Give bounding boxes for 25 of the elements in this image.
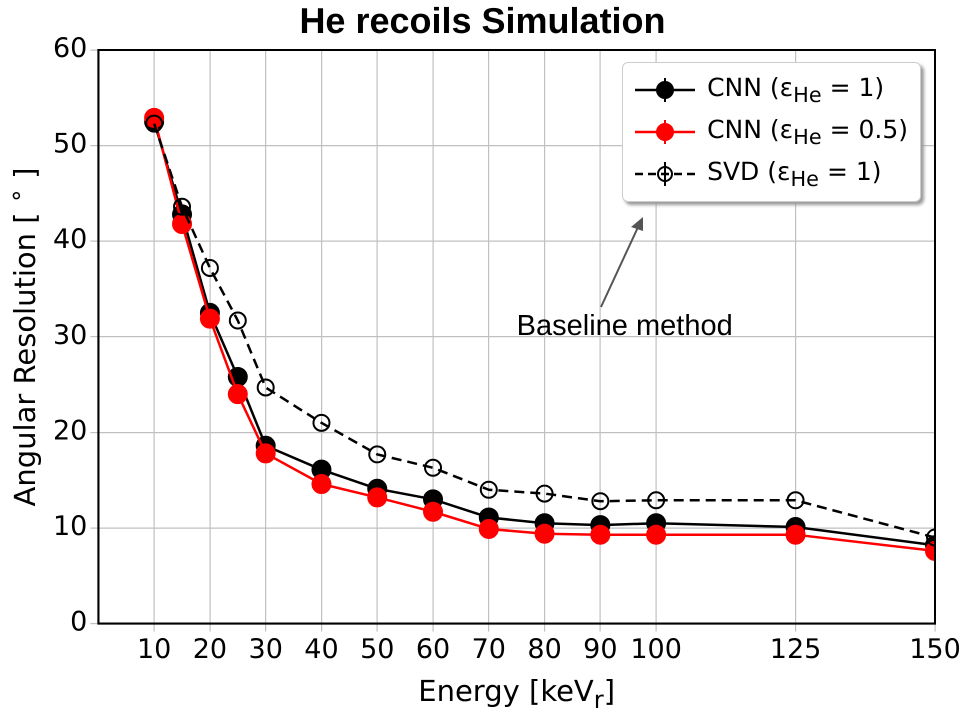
y-tick-label: 50: [52, 128, 88, 160]
y-tick-label: 20: [52, 415, 88, 446]
x-tick-label: 10: [136, 634, 172, 665]
x-tick-label: 150: [909, 634, 961, 665]
y-tick-label: 40: [52, 224, 88, 256]
annotation: Baseline method: [516, 310, 733, 343]
x-tick-label: 100: [630, 634, 682, 665]
y-tick-label: 60: [52, 33, 88, 64]
x-axis-title: Energy [keV$_{r}$]: [417, 674, 616, 714]
x-tick-label: 40: [304, 634, 339, 665]
x-tick-label: 80: [527, 634, 562, 665]
chart-title: He recoils Simulation: [299, 0, 666, 41]
x-tick-label: 90: [583, 634, 618, 665]
legend-label: SVD (ε$_{He}$ = 1): [707, 157, 882, 191]
x-tick-label: 125: [770, 634, 822, 665]
legend-label: CNN (ε$_{He}$ = 1): [707, 73, 884, 107]
x-tick-label: 60: [416, 634, 450, 665]
x-tick-label: 20: [192, 634, 228, 665]
y-tick-label: 30: [52, 320, 88, 351]
x-tick-label: 30: [248, 634, 283, 665]
x-tick-label: 50: [360, 634, 394, 665]
x-tick-label: 70: [472, 634, 506, 665]
legend-label: CNN (ε$_{He}$ = 0.5): [707, 115, 908, 149]
y-tick-label: 10: [52, 511, 88, 542]
y-tick-label: 0: [70, 606, 88, 638]
